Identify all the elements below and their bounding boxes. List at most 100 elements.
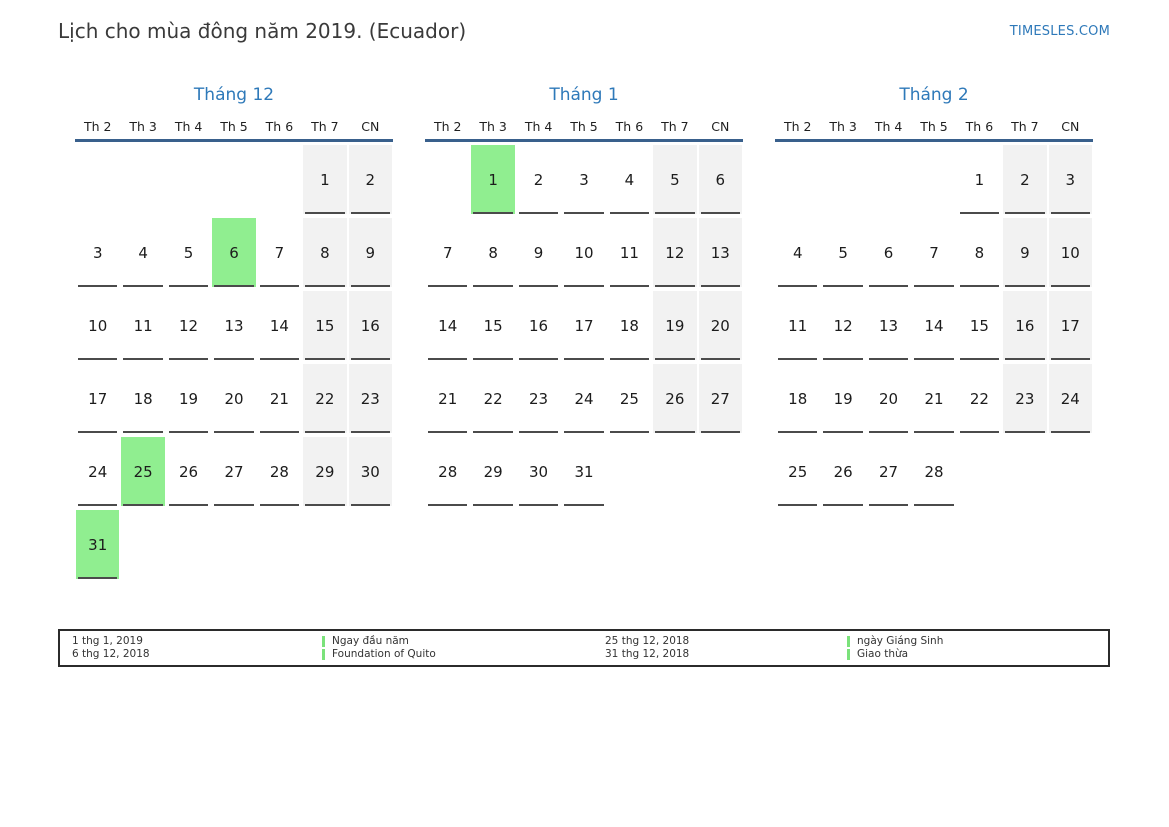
day-cell: 11 [121, 291, 164, 360]
day-cell: 19 [167, 364, 210, 433]
legend-entry: ngày Giáng Sinh [847, 635, 1096, 648]
day-cell: 31 [562, 437, 605, 506]
day-cell: 2 [348, 145, 392, 214]
empty-cell [76, 145, 119, 214]
day-cell: 20 [212, 364, 255, 433]
month-calendar: Tháng 1 Th 2 Th 3 Th 4 Th 5 Th 6 Th 7 CN 1 2 3 4 5 6 7… [425, 82, 743, 583]
legend-date: 6 thg 12, 2018 [72, 648, 150, 660]
weekday-label: CN [1061, 119, 1080, 134]
month-grid: 1 2 3 4 5 6 7 8 9 10 11 12 13 14 15 16 17 18 19 20 21 22 23 24 2… [75, 142, 393, 583]
day-cell: 13 [867, 291, 910, 360]
day-cell: 13 [698, 218, 742, 287]
legend-label: Giao thừa [857, 648, 909, 660]
weekday-label: Th 3 [829, 119, 857, 134]
day-cell: 22 [958, 364, 1001, 433]
day-cell: 5 [653, 145, 697, 214]
weekday-header-row: Th 2 Th 3 Th 4 Th 5 Th 6 Th 7 CN [425, 114, 743, 142]
empty-cell [258, 510, 301, 579]
day-cell: 1 [303, 145, 347, 214]
day-cell: 16 [348, 291, 392, 360]
day-cell: 11 [776, 291, 819, 360]
weekday-header-row: Th 2 Th 3 Th 4 Th 5 Th 6 Th 7 CN [75, 114, 393, 142]
empty-cell [776, 145, 819, 214]
empty-cell [258, 145, 301, 214]
empty-cell [167, 145, 210, 214]
weekday-label: Th 6 [965, 119, 994, 134]
day-cell: 7 [426, 218, 469, 287]
day-cell: 14 [912, 291, 955, 360]
day-cell: 23 [348, 364, 392, 433]
weekday-label: Th 5 [570, 119, 598, 134]
day-cell: 10 [1048, 218, 1092, 287]
holiday-marker-icon [847, 636, 850, 647]
day-cell: 13 [212, 291, 255, 360]
weekday-label: Th 6 [265, 119, 294, 134]
legend-entry: Foundation of Quito [322, 648, 605, 661]
day-cell: 15 [471, 291, 514, 360]
day-cell: 6 [698, 145, 742, 214]
day-cell: 25 [608, 364, 651, 433]
day-cell: 19 [653, 291, 697, 360]
day-cell: 24 [76, 437, 119, 506]
legend-date: 31 thg 12, 2018 [605, 648, 690, 660]
day-cell: 26 [167, 437, 210, 506]
weekday-label: Th 3 [479, 119, 507, 134]
weekday-header-row: Th 2 Th 3 Th 4 Th 5 Th 6 Th 7 CN [775, 114, 1093, 142]
day-cell: 5 [821, 218, 864, 287]
holiday-legend: 1 thg 1, 2019 Ngay đầu năm 6 thg 12, 201… [58, 629, 1110, 667]
day-cell: 9 [348, 218, 392, 287]
day-cell: 5 [167, 218, 210, 287]
day-cell: 9 [517, 218, 560, 287]
month-title: Tháng 1 [549, 85, 619, 105]
day-cell: 26 [821, 437, 864, 506]
day-cell: 12 [821, 291, 864, 360]
day-cell: 23 [1003, 364, 1047, 433]
day-cell: 1 [471, 145, 515, 214]
day-cell: 27 [867, 437, 910, 506]
day-cell: 11 [608, 218, 651, 287]
brand-link[interactable]: TIMESLES.COM [1009, 24, 1110, 39]
day-cell: 1 [958, 145, 1001, 214]
weekday-label: Th 5 [220, 119, 248, 134]
weekday-label: Th 7 [1011, 119, 1039, 134]
day-cell: 6 [212, 218, 256, 287]
day-cell: 2 [517, 145, 560, 214]
legend-group: 1 thg 1, 2019 Ngay đầu năm 6 thg 12, 201… [72, 635, 605, 661]
day-cell: 20 [867, 364, 910, 433]
day-cell: 7 [258, 218, 301, 287]
empty-cell [699, 437, 742, 506]
weekday-label: CN [711, 119, 730, 134]
holiday-marker-icon [847, 649, 850, 660]
day-cell: 16 [517, 291, 560, 360]
empty-cell [121, 510, 164, 579]
day-cell: 29 [303, 437, 347, 506]
day-cell: 18 [776, 364, 819, 433]
weekday-label: Th 6 [615, 119, 644, 134]
legend-group: 25 thg 12, 2018 ngày Giáng Sinh 31 thg 1… [605, 635, 1096, 661]
day-cell: 26 [653, 364, 697, 433]
month-title: Tháng 12 [193, 85, 275, 105]
weekday-label: Th 5 [920, 119, 948, 134]
legend-entry: Ngay đầu năm [322, 635, 605, 648]
weekday-label: Th 2 [83, 119, 112, 134]
day-cell: 15 [958, 291, 1001, 360]
day-cell: 6 [867, 218, 910, 287]
weekday-label: Th 7 [311, 119, 339, 134]
day-cell: 23 [517, 364, 560, 433]
month-grid: 1 2 3 4 5 6 7 8 9 10 11 12 13 14 15 16 17 18 19 20 21 22 23 24 2… [775, 142, 1093, 510]
legend-label: Foundation of Quito [332, 648, 436, 660]
calendars-container: Tháng 12 Th 2 Th 3 Th 4 Th 5 Th 6 Th 7 CN 1 2 3 4 5 6… [75, 82, 1093, 583]
day-cell: 7 [912, 218, 955, 287]
empty-cell [867, 145, 910, 214]
day-cell: 24 [562, 364, 605, 433]
weekday-label: Th 7 [661, 119, 689, 134]
weekday-label: Th 4 [174, 119, 203, 134]
day-cell: 10 [562, 218, 605, 287]
weekday-label: Th 3 [129, 119, 157, 134]
day-cell: 17 [76, 364, 119, 433]
empty-cell [303, 510, 346, 579]
day-cell: 4 [608, 145, 651, 214]
month-calendar: Tháng 2 Th 2 Th 3 Th 4 Th 5 Th 6 Th 7 CN 1 2 3 4 5 6 7… [775, 82, 1093, 583]
weekday-label: CN [361, 119, 380, 134]
